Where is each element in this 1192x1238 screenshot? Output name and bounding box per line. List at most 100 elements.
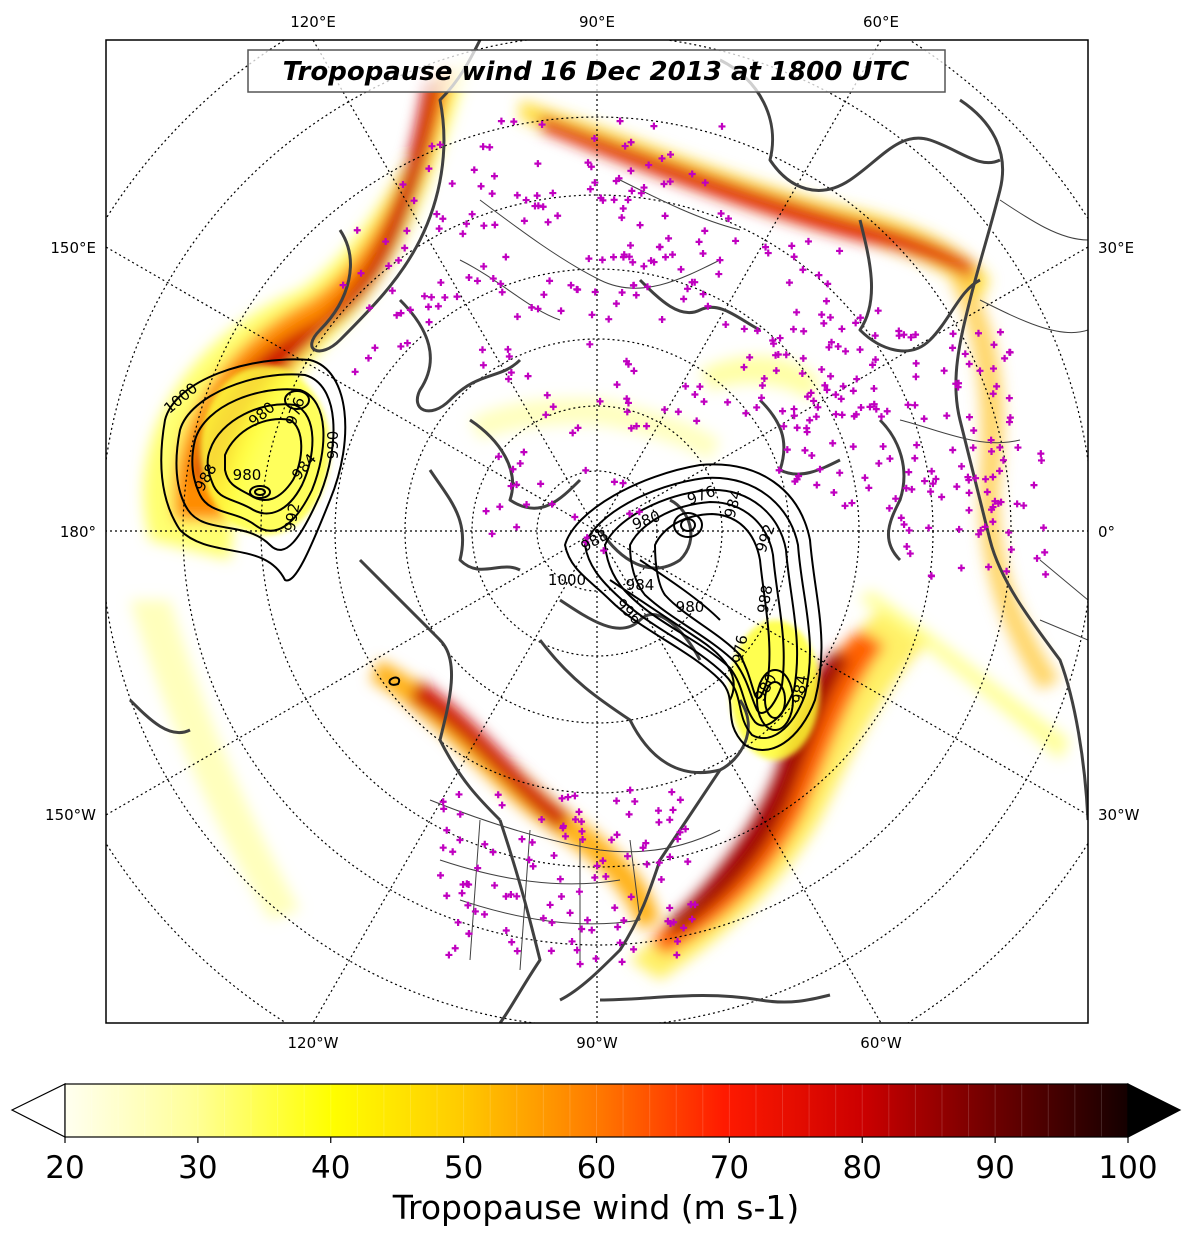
station-marker [740,363,748,371]
station-marker [782,351,790,359]
lon-label-bottom-3: 60°W [860,1034,902,1052]
station-marker [524,372,532,380]
station-marker [625,810,633,818]
station-marker [451,944,459,952]
station-marker [852,319,860,327]
station-marker [489,275,497,283]
station-marker [885,504,893,512]
station-marker [480,222,488,230]
station-marker [742,409,750,417]
station-marker [987,436,995,444]
colorbar-gradient [65,1084,1128,1137]
station-marker [574,286,582,294]
station-marker [770,340,778,348]
station-marker [583,534,591,542]
station-marker [879,442,887,450]
station-marker [477,182,485,190]
station-marker [853,375,861,383]
station-marker [488,530,496,538]
station-marker [600,547,608,555]
station-marker [691,901,699,909]
station-marker [592,955,600,963]
station-marker [688,915,696,923]
station-marker [424,303,432,311]
station-marker [949,446,957,454]
station-marker [596,397,604,405]
station-marker [538,815,546,823]
lon-label-right-2: 0° [1098,523,1115,541]
station-marker [989,390,997,398]
station-marker [393,311,401,319]
station-marker [907,333,915,341]
station-marker [834,342,842,350]
colorbar-tick-label: 60 [577,1150,616,1186]
station-marker [627,167,635,175]
station-marker [780,422,788,430]
station-marker [793,308,801,316]
station-marker [611,904,619,912]
station-marker [668,251,676,259]
station-marker [820,319,828,327]
lon-label-right-1: 30°E [1098,239,1134,257]
station-marker [599,857,607,865]
station-marker [624,196,632,204]
graticule [106,40,1088,1023]
station-marker [1014,444,1022,452]
station-marker [629,258,637,266]
station-marker [654,807,662,815]
station-marker [583,916,591,924]
station-marker [799,266,807,274]
station-marker [658,315,666,323]
station-marker [491,881,499,889]
station-marker [974,329,982,337]
station-marker [425,318,433,326]
station-marker [985,563,993,571]
station-marker [688,170,696,178]
station-marker [632,422,640,430]
station-marker [463,220,471,228]
station-marker [630,945,638,953]
station-marker [538,121,546,129]
station-marker [547,947,555,955]
station-marker [619,253,627,261]
station-marker [468,210,476,218]
station-marker [591,179,599,187]
station-marker [571,792,579,800]
station-marker [790,412,798,420]
station-marker [557,307,565,315]
station-marker [667,151,675,159]
station-marker [406,306,414,314]
station-marker [640,184,648,192]
station-marker [509,465,517,473]
station-marker [801,446,809,454]
station-marker [371,344,379,352]
station-marker [578,818,586,826]
lon-label-bottom-2: 90°W [576,1034,618,1052]
station-marker [435,225,443,233]
station-marker [870,385,878,393]
station-marker [1001,354,1009,362]
station-marker [537,480,545,488]
station-marker [677,265,685,273]
station-marker [688,278,696,286]
lon-label-left-2: 180° [60,523,96,541]
station-marker [989,473,997,481]
station-marker [927,488,935,496]
lon-label-right-3: 30°W [1098,806,1140,824]
station-marker [445,951,453,959]
station-marker [696,383,704,391]
station-marker [357,269,365,277]
station-marker [812,413,820,421]
station-marker [1020,502,1028,510]
station-marker [943,412,951,420]
station-marker [627,424,635,432]
station-marker [513,481,521,489]
station-marker [772,367,780,375]
station-marker [513,947,521,955]
station-marker [453,293,461,301]
station-marker [789,325,797,333]
station-marker [614,923,622,931]
station-marker [1003,567,1011,575]
station-marker [838,411,846,419]
station-marker [619,204,627,212]
